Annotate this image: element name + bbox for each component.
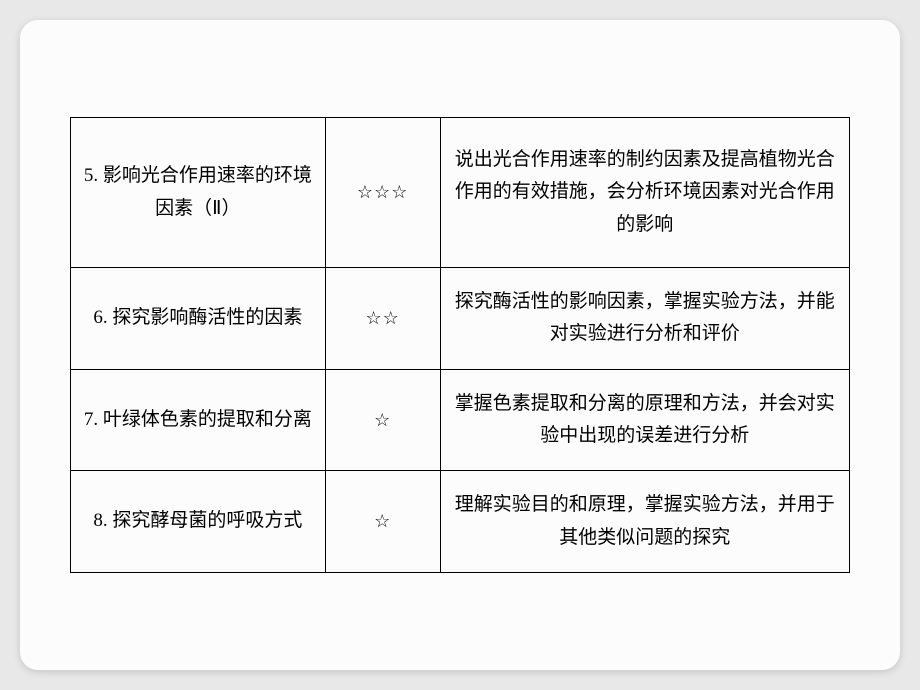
description-cell: 理解实验目的和原理，掌握实验方法，并用于其他类似问题的探究 — [440, 471, 849, 573]
description-cell: 掌握色素提取和分离的原理和方法，并会对实验中出现的误差进行分析 — [440, 369, 849, 471]
stars-cell: ☆☆ — [325, 268, 440, 370]
stars-cell: ☆ — [325, 369, 440, 471]
description-cell: 说出光合作用速率的制约因素及提高植物光合作用的有效措施，会分析环境因素对光合作用… — [440, 118, 849, 268]
table-row: 8. 探究酵母菌的呼吸方式 ☆ 理解实验目的和原理，掌握实验方法，并用于其他类似… — [71, 471, 850, 573]
topic-cell: 8. 探究酵母菌的呼吸方式 — [71, 471, 326, 573]
topic-cell: 7. 叶绿体色素的提取和分离 — [71, 369, 326, 471]
topic-cell: 6. 探究影响酶活性的因素 — [71, 268, 326, 370]
stars-cell: ☆ — [325, 471, 440, 573]
page-container: 5. 影响光合作用速率的环境因素（Ⅱ） ☆☆☆ 说出光合作用速率的制约因素及提高… — [20, 20, 900, 670]
table-row: 6. 探究影响酶活性的因素 ☆☆ 探究酶活性的影响因素，掌握实验方法，并能对实验… — [71, 268, 850, 370]
description-cell: 探究酶活性的影响因素，掌握实验方法，并能对实验进行分析和评价 — [440, 268, 849, 370]
topic-cell: 5. 影响光合作用速率的环境因素（Ⅱ） — [71, 118, 326, 268]
content-table: 5. 影响光合作用速率的环境因素（Ⅱ） ☆☆☆ 说出光合作用速率的制约因素及提高… — [70, 117, 850, 573]
stars-cell: ☆☆☆ — [325, 118, 440, 268]
table-row: 5. 影响光合作用速率的环境因素（Ⅱ） ☆☆☆ 说出光合作用速率的制约因素及提高… — [71, 118, 850, 268]
table-row: 7. 叶绿体色素的提取和分离 ☆ 掌握色素提取和分离的原理和方法，并会对实验中出… — [71, 369, 850, 471]
